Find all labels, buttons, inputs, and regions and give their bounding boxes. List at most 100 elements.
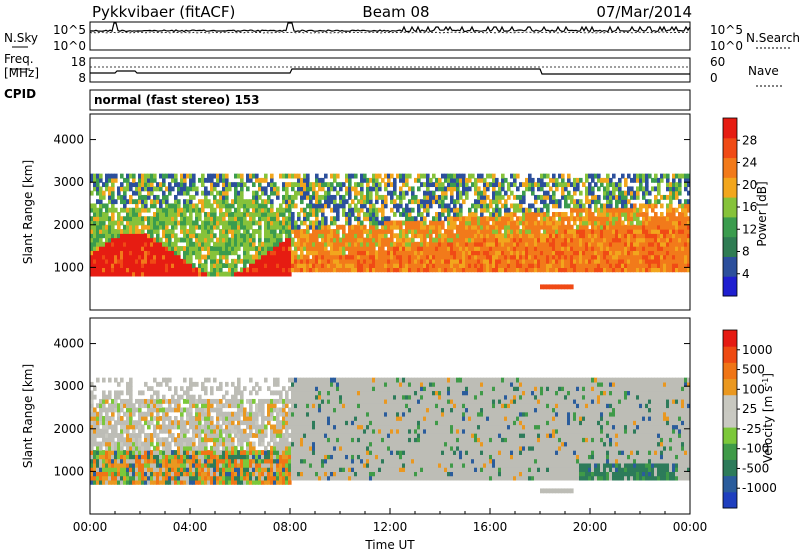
power-cell — [126, 177, 130, 183]
power-cell — [606, 224, 610, 230]
power-cell — [444, 216, 448, 222]
power-cell — [657, 241, 661, 247]
velocity-cell — [258, 471, 262, 477]
power-cell — [357, 233, 361, 239]
power-cell — [252, 207, 256, 213]
power-cell — [597, 233, 601, 239]
power-cell — [378, 246, 382, 251]
power-cell — [387, 237, 391, 243]
power-cell — [120, 263, 124, 268]
power-cell — [564, 246, 568, 251]
power-cell — [669, 182, 673, 188]
power-cell — [564, 224, 568, 230]
power-cell — [480, 220, 484, 226]
power-cell — [351, 237, 355, 243]
power-cell — [507, 224, 511, 230]
velocity-cell — [207, 403, 211, 409]
velocity-cell — [234, 411, 238, 417]
power-ytick-label: 4000 — [53, 133, 84, 147]
power-cell — [150, 199, 154, 205]
power-cell — [279, 258, 283, 264]
power-cell — [207, 254, 211, 260]
power-cell — [282, 216, 286, 222]
power-cell — [411, 190, 415, 196]
power-cell — [621, 194, 625, 200]
power-cell — [558, 224, 562, 230]
power-cell — [330, 246, 334, 251]
velocity-cell — [150, 479, 154, 485]
velocity-cell — [168, 377, 172, 383]
power-heatmap — [90, 173, 690, 290]
power-cell — [105, 203, 109, 209]
power-ytick-label: 3000 — [53, 175, 84, 189]
power-cell — [297, 224, 301, 230]
power-cell — [174, 267, 178, 273]
power-cell — [150, 237, 154, 243]
power-cell — [132, 207, 136, 213]
power-cell — [141, 194, 145, 200]
velocity-cell — [126, 398, 130, 404]
power-cell — [663, 241, 667, 247]
power-cell — [246, 207, 250, 213]
power-cell — [657, 216, 661, 222]
power-cell — [357, 216, 361, 222]
velocity-cell — [246, 467, 250, 472]
power-cell — [297, 173, 301, 179]
power-cell — [432, 173, 436, 179]
power-cell — [588, 241, 592, 247]
power-cell — [348, 267, 352, 273]
power-cell — [654, 173, 658, 179]
power-cell — [309, 186, 313, 192]
power-cell — [636, 190, 640, 196]
velocity-cell — [114, 462, 118, 468]
velocity-cell — [222, 441, 226, 447]
power-cell — [552, 258, 556, 264]
power-cell — [681, 241, 685, 247]
velocity-cell — [135, 450, 139, 455]
power-cell — [549, 220, 553, 226]
power-cell — [573, 267, 577, 273]
power-cell — [456, 194, 460, 200]
power-cell — [639, 267, 643, 273]
velocity-cell — [177, 475, 181, 481]
power-cell — [108, 199, 112, 205]
power-cell — [285, 199, 289, 205]
power-cell — [132, 241, 136, 247]
power-cell — [504, 250, 508, 256]
power-cell — [588, 190, 592, 196]
velocity-cell — [147, 398, 151, 404]
power-cell — [222, 250, 226, 256]
power-cell — [408, 237, 412, 243]
power-cell — [111, 271, 115, 277]
velocity-cell — [120, 407, 124, 413]
velocity-cell — [105, 433, 109, 438]
power-cell — [123, 207, 127, 213]
power-cell — [384, 194, 388, 200]
power-cell — [162, 182, 166, 188]
power-cell — [564, 212, 568, 217]
power-cell — [168, 186, 172, 192]
velocity-cell — [234, 445, 238, 451]
power-cell — [540, 173, 544, 179]
power-cell — [168, 173, 172, 179]
power-cell — [663, 220, 667, 226]
velocity-cell — [192, 450, 196, 455]
power-cell — [564, 199, 568, 205]
velocity-cell — [108, 450, 112, 455]
power-cell — [648, 203, 652, 209]
velocity-cell — [144, 441, 148, 447]
power-cell — [336, 237, 340, 243]
power-cell — [489, 173, 493, 179]
power-cell — [216, 241, 220, 247]
velocity-cell — [252, 462, 256, 468]
velocity-cell — [114, 454, 118, 460]
power-cell — [150, 190, 154, 196]
power-cell — [114, 237, 118, 243]
power-cell — [183, 212, 187, 217]
power-cell — [96, 237, 100, 243]
velocity-cell — [213, 454, 217, 460]
power-cell — [681, 250, 685, 256]
power-cell — [618, 267, 622, 273]
velocity-cell — [168, 407, 172, 413]
power-cell — [210, 224, 214, 230]
